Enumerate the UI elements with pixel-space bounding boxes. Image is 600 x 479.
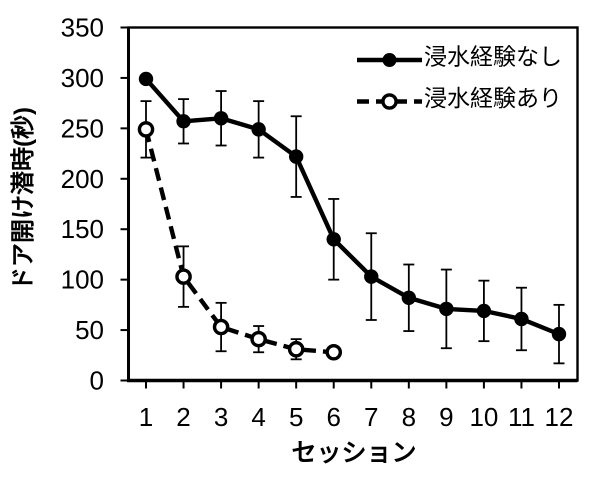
y-tick-label: 350 [61,13,104,43]
filled-circle-marker [326,232,341,247]
filled-circle-marker [176,114,191,129]
legend-filled-circle-marker [382,53,397,67]
x-tick-label: 12 [545,402,574,432]
legend-open-circle-marker [381,93,398,110]
y-tick-label: 200 [61,164,104,194]
legend-label: 浸水経験あり [424,85,562,111]
filled-circle-marker [213,111,229,126]
open-circle-marker [212,318,230,336]
open-circle-marker [287,340,305,358]
open-circle-marker [137,121,155,138]
x-tick-label: 10 [469,402,498,432]
y-tick-label: 0 [90,366,104,396]
open-circle-marker [250,330,267,348]
x-tick-label: 3 [214,402,228,432]
open-circle-marker [325,343,343,361]
filled-circle-marker [138,71,154,87]
filled-circle-marker [288,149,304,164]
legend-label: 浸水経験なし [424,44,562,70]
x-tick-label: 6 [326,402,340,432]
y-tick-label: 50 [75,315,104,345]
y-tick-label: 300 [61,63,104,93]
x-tick-label: 8 [402,402,416,432]
x-tick-label: 5 [289,402,303,432]
x-tick-label: 11 [508,402,535,432]
x-tick-label: 7 [364,402,378,432]
open-circle-marker [175,268,192,285]
y-tick-label: 150 [61,214,104,244]
filled-circle-marker [551,326,567,342]
x-tick-label: 2 [176,402,190,432]
filled-circle-marker [514,311,529,327]
x-tick-label: 9 [439,402,453,432]
x-tick-label: 4 [251,402,265,432]
y-axis-title: ドア開け潜時(秒) [10,107,37,291]
filled-circle-marker [476,303,492,319]
filled-circle-marker [364,269,379,284]
x-axis-title: セッション [291,439,416,467]
y-tick-label: 100 [61,265,104,295]
x-tick-label: 1 [139,402,153,432]
series-line-flood-experience [143,128,334,355]
filled-circle-marker [439,301,454,317]
y-tick-label: 250 [61,113,104,143]
filled-circle-marker [251,122,266,137]
filled-circle-marker [401,290,417,305]
